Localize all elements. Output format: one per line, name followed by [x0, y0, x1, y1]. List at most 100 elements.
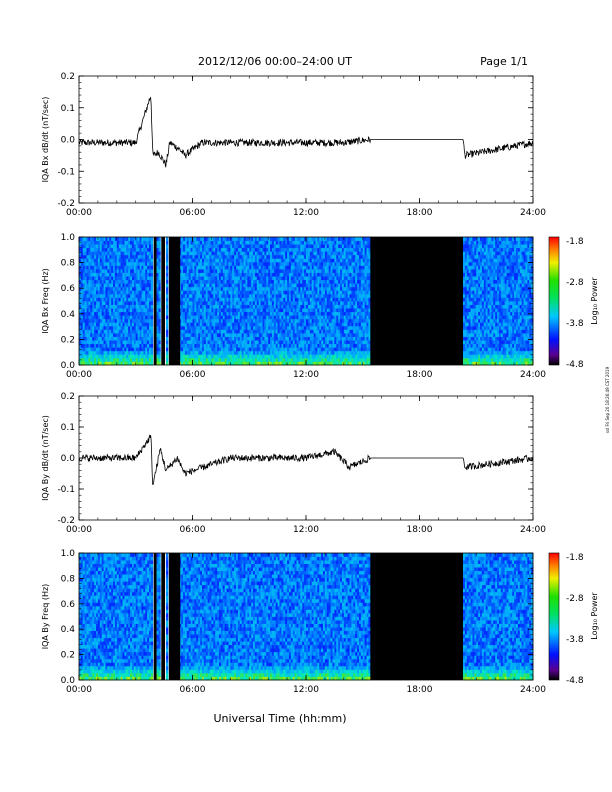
spectrogram-cell [351, 261, 354, 266]
spectrogram-cell [82, 237, 86, 241]
spectrogram-cell [99, 254, 103, 259]
spectrogram-cell [143, 293, 146, 298]
y-tick-label: 0.0 [61, 136, 76, 146]
spectrogram-cell [343, 354, 347, 359]
spectrogram-cell [86, 318, 89, 323]
spectrogram-cell [232, 318, 235, 323]
spectrogram-cell [124, 283, 127, 288]
spectrogram-cell [209, 329, 212, 334]
spectrogram-cell [116, 308, 120, 313]
spectrogram-cell [253, 357, 256, 362]
spectrogram-cell [101, 254, 104, 259]
spectrogram-cell [237, 343, 241, 348]
spectrogram-cell [79, 308, 82, 313]
spectrogram-cell [217, 304, 220, 309]
spectrogram-cell [237, 251, 241, 256]
spectrogram-cell [224, 308, 227, 313]
spectrogram-cell [120, 240, 123, 245]
spectrogram-cell [88, 276, 91, 281]
spectrogram-cell [82, 272, 86, 277]
spectrogram-cell [148, 237, 152, 241]
spectrogram-cell [298, 315, 301, 320]
spectrogram-cell [275, 251, 279, 256]
spectrogram-cell [200, 247, 203, 252]
spectrogram-cell [300, 269, 303, 273]
spectrogram-cell [330, 247, 333, 252]
spectrogram-cell [353, 251, 356, 256]
spectrogram-cell [254, 286, 258, 291]
spectrogram-cell [150, 357, 154, 362]
spectrogram-cell [232, 272, 235, 277]
spectrogram-cell [236, 322, 239, 327]
spectrogram-cell [245, 276, 248, 281]
spectrogram-cell [285, 286, 288, 291]
spectrogram-cell [338, 283, 341, 288]
spectrogram-cell [203, 322, 207, 327]
spectrogram-cell [207, 269, 210, 273]
spectrogram-cell [273, 311, 277, 316]
spectrogram-cell [253, 347, 256, 352]
spectrogram-cell [97, 276, 101, 281]
spectrogram-cell [290, 261, 294, 266]
spectrogram-cell [288, 237, 292, 241]
spectrogram-cell [271, 244, 275, 249]
spectrogram-cell [275, 361, 279, 366]
spectrogram-cell [292, 347, 296, 352]
spectrogram-cell [271, 311, 275, 316]
spectrogram-cell [130, 269, 133, 273]
spectrogram-cell [97, 304, 101, 309]
spectrogram-cell [192, 251, 195, 256]
spectrogram-cell [118, 244, 122, 249]
spectrogram-cell [186, 361, 190, 366]
spectrogram-cell [351, 315, 354, 320]
spectrogram-cell [234, 354, 237, 359]
spectrogram-cell [323, 311, 326, 316]
spectrogram-cell [130, 333, 133, 337]
spectrogram-cell [201, 336, 205, 341]
spectrogram-cell [343, 258, 347, 263]
spectrogram-cell [224, 279, 227, 284]
spectrogram-cell [186, 272, 190, 277]
spectrogram-cell [340, 354, 343, 359]
spectrogram-cell [143, 240, 146, 245]
spectrogram-cell [137, 336, 140, 341]
spectrogram-cell [92, 350, 95, 355]
spectrogram-cell [181, 283, 184, 288]
spectrogram-cell [190, 343, 193, 348]
spectrogram-cell [270, 343, 273, 348]
spectrogram-cell [334, 240, 337, 245]
spectrogram-cell [211, 340, 214, 345]
spectrogram-cell [338, 247, 341, 252]
spectrogram-cell [209, 325, 212, 330]
spectrogram-cell [198, 283, 201, 288]
spectrogram-cell [90, 340, 93, 345]
spectrogram-cell [260, 304, 263, 309]
spectrogram-cell [313, 336, 316, 341]
spectrogram-cell [205, 297, 209, 302]
spectrogram-cell [332, 354, 335, 359]
spectrogram-cell [241, 304, 244, 309]
spectrogram-cell [141, 247, 144, 252]
spectrogram-cell [292, 290, 296, 295]
spectrogram-cell [190, 251, 193, 256]
spectrogram-cell [326, 329, 330, 334]
spectrogram-cell [224, 247, 227, 252]
spectrogram-cell [254, 272, 258, 277]
spectrogram-cell [304, 265, 307, 270]
spectrogram-cell [133, 350, 137, 355]
spectrogram-cell [101, 318, 104, 323]
spectrogram-cell [253, 265, 256, 270]
spectrogram-cell [179, 254, 182, 259]
spectrogram-cell [332, 276, 335, 281]
spectrogram-cell [334, 329, 337, 334]
spectrogram-cell [196, 244, 199, 249]
spectrogram-cell [300, 322, 303, 327]
spectrogram-cell [111, 315, 114, 320]
spectrogram-cell [79, 254, 82, 259]
spectrogram-cell [183, 322, 186, 327]
spectrogram-cell [321, 357, 324, 362]
spectrogram-cell [302, 265, 305, 270]
spectrogram-cell [192, 311, 195, 316]
spectrogram-cell [137, 265, 140, 270]
spectrogram-cell [355, 354, 358, 359]
